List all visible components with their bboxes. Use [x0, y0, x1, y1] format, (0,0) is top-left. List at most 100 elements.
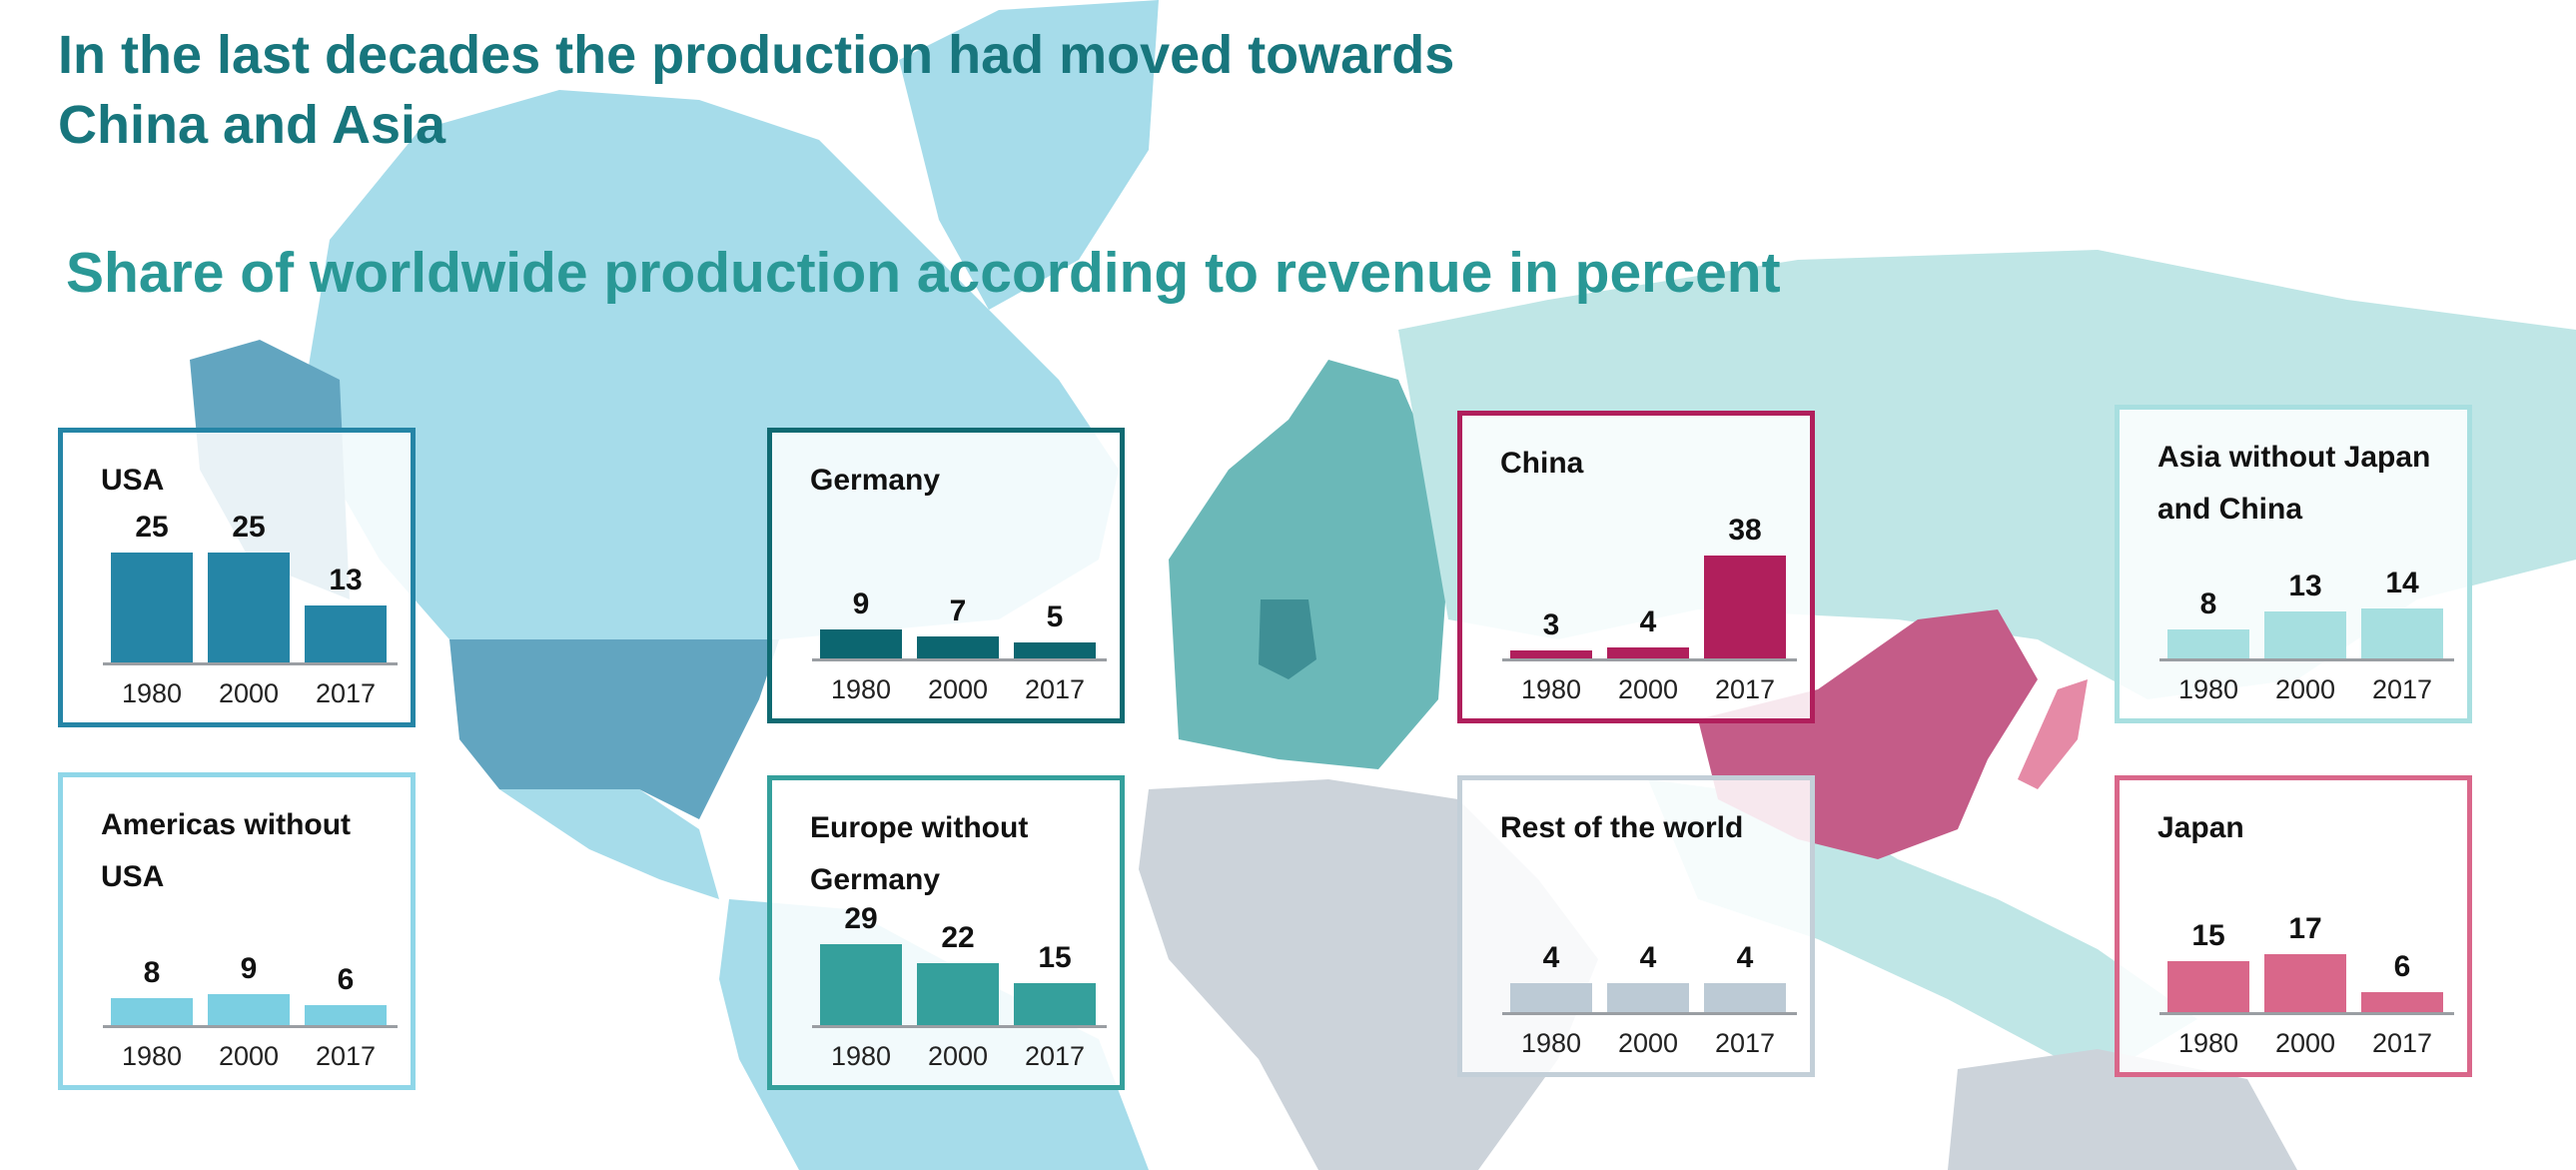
- x-tick-label: 2000: [2274, 674, 2336, 704]
- chart-panel-americas-without-usa: Americas without USA 8 1980 9 2000 6 2017: [58, 772, 416, 1090]
- bar-2017: [1704, 982, 1786, 1012]
- data-label: 4: [1639, 605, 1657, 639]
- chart-panel-germany: Germany 9 1980 7 2000 5 2017: [767, 428, 1125, 723]
- panel-title: USA: [101, 464, 165, 497]
- map-region-japan: [2018, 679, 2088, 789]
- x-tick-label: 1980: [2177, 674, 2239, 704]
- x-axis-line: [1502, 1012, 1797, 1015]
- panel-title: Rest of the world: [1500, 811, 1744, 844]
- data-label: 9: [852, 587, 870, 621]
- bar-2000: [1607, 982, 1689, 1012]
- x-axis-line: [812, 658, 1107, 661]
- x-tick-label: 2000: [218, 1041, 280, 1071]
- data-label: 25: [232, 511, 266, 544]
- data-label: 3: [1542, 607, 1560, 641]
- x-tick-label: 1980: [121, 1041, 183, 1071]
- data-label: 7: [949, 593, 967, 627]
- x-tick-label: 2000: [1617, 674, 1679, 704]
- title-line-2: China and Asia: [58, 95, 446, 155]
- map-region-mexico: [499, 789, 719, 899]
- panel-title: Germany: [810, 464, 941, 497]
- bar-2000: [208, 994, 290, 1025]
- data-label: 15: [2191, 919, 2225, 952]
- x-axis-line: [2159, 658, 2454, 661]
- title-line-1: In the last decades the production had m…: [58, 25, 1455, 85]
- data-label: 6: [337, 962, 355, 996]
- data-label: 5: [1046, 600, 1064, 633]
- map-region-greenland: [899, 0, 1159, 310]
- x-tick-label: 1980: [121, 678, 183, 708]
- panel-title: China: [1500, 447, 1584, 480]
- map-region-europe: [1169, 360, 1448, 769]
- x-axis-line: [2159, 1012, 2454, 1015]
- map-region-usa: [449, 639, 779, 819]
- x-tick-label: 2000: [218, 678, 280, 708]
- bar-2000: [917, 963, 999, 1025]
- x-axis-line: [1502, 658, 1797, 661]
- x-tick-label: 2000: [1617, 1028, 1679, 1058]
- bar-2017: [2361, 991, 2443, 1012]
- x-tick-label: 2000: [2274, 1028, 2336, 1058]
- page-title: In the last decades the production had m…: [58, 20, 1454, 160]
- bar-2017: [305, 1004, 387, 1025]
- bar-1980: [820, 629, 902, 658]
- panel-title: Europe without Germany: [810, 811, 1029, 896]
- x-tick-label: 2017: [2371, 1028, 2433, 1058]
- bar-1980: [820, 943, 902, 1025]
- data-label: 15: [1038, 941, 1072, 974]
- bar-2017: [305, 604, 387, 662]
- chart-panel-usa: USA 25 1980 25 2000 13 2017: [58, 428, 416, 727]
- data-label: 13: [329, 563, 363, 596]
- data-label: 29: [844, 901, 878, 935]
- bar-2000: [2264, 954, 2346, 1012]
- data-label: 8: [2199, 587, 2217, 621]
- bar-2000: [2264, 611, 2346, 658]
- chart-panel-europe-without-germany: Europe without Germany 29 1980 22 2000 15 2017: [767, 775, 1125, 1090]
- data-label: 38: [1728, 514, 1762, 548]
- panel-title: Japan: [2157, 811, 2244, 844]
- data-label: 9: [240, 952, 258, 986]
- x-tick-label: 1980: [830, 1041, 892, 1071]
- bar-1980: [1510, 649, 1592, 658]
- x-tick-label: 2000: [927, 674, 989, 704]
- data-label: 4: [1542, 940, 1560, 974]
- bar-1980: [111, 553, 193, 662]
- bar-2000: [1607, 647, 1689, 658]
- bar-1980: [111, 997, 193, 1025]
- data-label: 22: [941, 921, 975, 955]
- data-label: 4: [1736, 940, 1754, 974]
- data-label: 13: [2288, 570, 2322, 603]
- chart-panel-china: China 3 1980 4 2000 38 2017: [1457, 411, 1815, 723]
- x-axis-line: [103, 662, 398, 665]
- x-axis-line: [103, 1025, 398, 1028]
- chart-subtitle: Share of worldwide production according …: [66, 241, 1781, 305]
- bar-2000: [208, 553, 290, 662]
- x-tick-label: 2017: [315, 678, 377, 708]
- data-label: 25: [135, 511, 169, 544]
- x-tick-label: 2017: [2371, 674, 2433, 704]
- x-tick-label: 1980: [1520, 674, 1582, 704]
- chart-panel-japan: Japan 15 1980 17 2000 6 2017: [2115, 775, 2472, 1077]
- x-tick-label: 1980: [2177, 1028, 2239, 1058]
- data-label: 8: [143, 955, 161, 989]
- data-label: 17: [2288, 912, 2322, 946]
- bar-2017: [1014, 642, 1096, 658]
- x-tick-label: 2017: [1714, 674, 1776, 704]
- data-label: 4: [1639, 940, 1657, 974]
- x-tick-label: 2000: [927, 1041, 989, 1071]
- bar-1980: [1510, 982, 1592, 1012]
- x-tick-label: 1980: [1520, 1028, 1582, 1058]
- x-tick-label: 1980: [830, 674, 892, 704]
- bar-2017: [1014, 983, 1096, 1025]
- x-tick-label: 2017: [1024, 674, 1086, 704]
- panel-title: Asia without Japan and China: [2157, 441, 2431, 526]
- panel-title: Americas without USA: [101, 808, 352, 893]
- chart-panel-asia-without-japan-and-china: Asia without Japan and China 8 1980 13 2000 1…: [2115, 405, 2472, 723]
- x-axis-line: [812, 1025, 1107, 1028]
- bar-2017: [1704, 556, 1786, 658]
- data-label: 6: [2393, 949, 2411, 983]
- data-label: 14: [2385, 566, 2419, 599]
- x-tick-label: 2017: [1714, 1028, 1776, 1058]
- bar-1980: [2167, 961, 2249, 1012]
- bar-2000: [917, 635, 999, 658]
